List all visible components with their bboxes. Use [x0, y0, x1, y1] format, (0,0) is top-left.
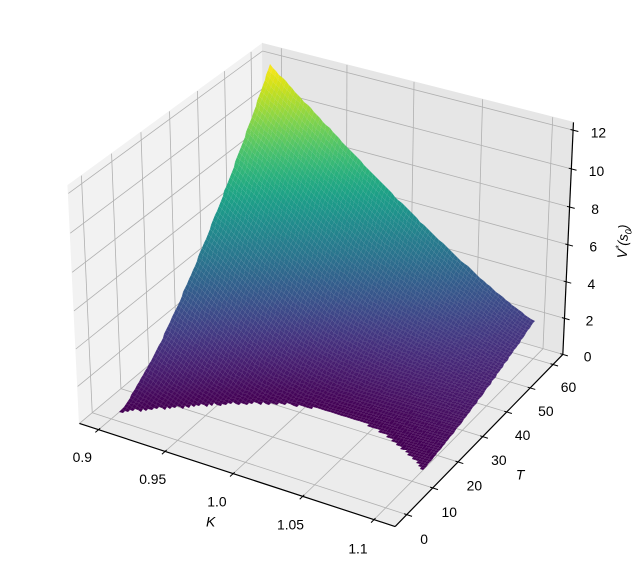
svg-text:50: 50 — [538, 403, 554, 419]
svg-text:0: 0 — [584, 348, 592, 364]
svg-text:10: 10 — [442, 504, 458, 520]
svg-text:40: 40 — [515, 427, 531, 443]
svg-text:6: 6 — [589, 239, 597, 255]
svg-text:12: 12 — [591, 124, 607, 140]
svg-text:0.9: 0.9 — [73, 449, 93, 465]
svg-text:20: 20 — [467, 478, 483, 494]
svg-text:1.0: 1.0 — [207, 494, 227, 510]
svg-text:8: 8 — [591, 201, 599, 217]
svg-text:0.95: 0.95 — [139, 471, 166, 487]
svg-text:0: 0 — [420, 531, 428, 547]
svg-text:30: 30 — [491, 452, 507, 468]
svg-text:4: 4 — [587, 276, 595, 292]
svg-text:K: K — [206, 513, 216, 529]
svg-text:1.1: 1.1 — [348, 540, 368, 556]
svg-text:1.05: 1.05 — [277, 517, 304, 533]
svg-text:60: 60 — [561, 379, 577, 395]
svg-text:2: 2 — [586, 312, 594, 328]
svg-text:10: 10 — [589, 163, 605, 179]
